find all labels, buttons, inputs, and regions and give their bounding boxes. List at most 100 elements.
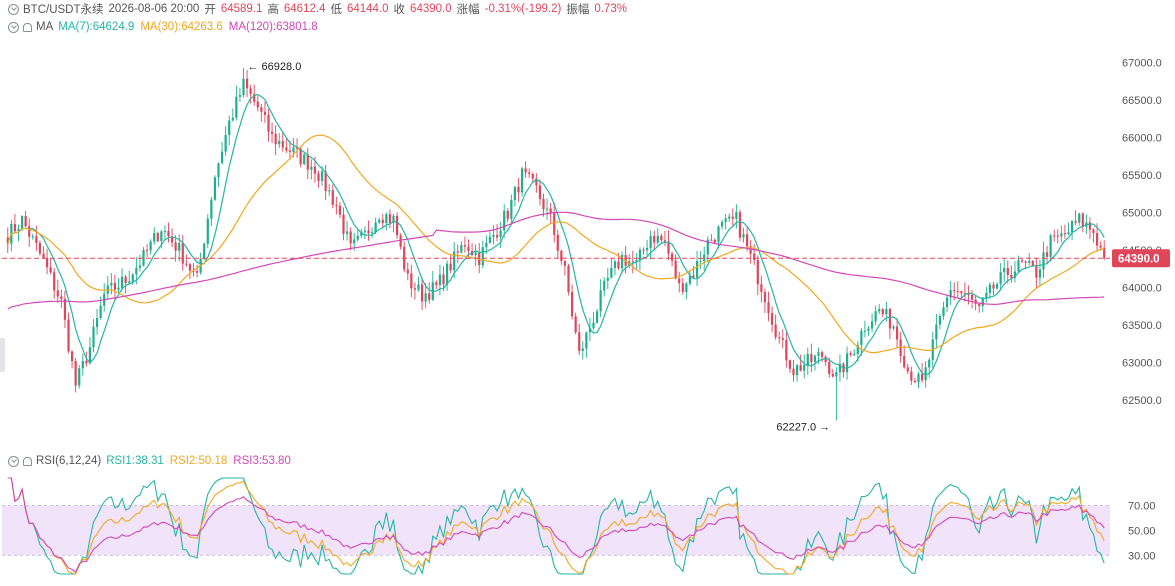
candle-body — [595, 311, 599, 323]
candle-body — [224, 135, 227, 152]
candle-body — [763, 291, 767, 303]
candle-body — [85, 360, 88, 364]
candle-body — [220, 151, 224, 164]
candle-body — [231, 117, 234, 121]
candle-body — [745, 234, 749, 247]
candle-body — [924, 367, 927, 381]
candle-body — [145, 249, 149, 251]
candle-body — [1031, 260, 1034, 266]
candle-body — [613, 261, 617, 268]
candle-body — [820, 352, 824, 357]
candle-body — [249, 88, 252, 94]
candle-body — [1099, 245, 1102, 248]
candle-body — [781, 338, 784, 340]
candle-body — [692, 275, 695, 278]
candle-body — [492, 235, 495, 237]
rsi1-line — [7, 477, 1105, 575]
candle-body — [788, 360, 792, 369]
candle-body — [749, 246, 752, 254]
candle-body — [45, 258, 49, 268]
min-price-annotation: 62227.0 → — [776, 421, 830, 433]
price-tick-label: 65000.0 — [1122, 208, 1162, 220]
chevron-down-icon[interactable] — [8, 3, 19, 15]
candle-body — [160, 231, 163, 242]
candle-body — [1103, 247, 1106, 259]
candle-body — [685, 283, 688, 292]
candle-body — [456, 251, 459, 253]
candle-body — [545, 208, 549, 210]
candle-body — [410, 273, 413, 289]
rsi-legend: RSI(6,12,24) RSI1:38.31 RSI2:50.18 RSI3:… — [8, 453, 297, 469]
price-tick-label: 67000.0 — [1122, 58, 1162, 70]
open-label: 开 — [204, 4, 216, 16]
candle-body — [699, 261, 702, 263]
candle-body — [428, 293, 431, 300]
candle-body — [467, 246, 470, 252]
candle-body — [42, 253, 45, 259]
candle-body — [892, 326, 895, 329]
bell-icon[interactable] — [23, 456, 32, 466]
candle-body — [585, 332, 588, 349]
candle-body — [349, 231, 352, 244]
candle-body — [1081, 213, 1084, 227]
candle-body — [1092, 229, 1095, 234]
candle-body — [738, 212, 742, 238]
candle-body — [256, 101, 259, 108]
bell-icon[interactable] — [23, 22, 32, 32]
candle-body — [853, 354, 856, 356]
candle-body — [985, 292, 988, 298]
candle-body — [367, 230, 370, 234]
candles — [6, 67, 1106, 421]
candle-body — [481, 247, 484, 266]
candle-body — [531, 174, 534, 179]
candle-body — [67, 319, 70, 352]
candle-body — [313, 166, 317, 174]
max-price-annotation: ← 66928.0 — [248, 61, 302, 73]
candle-body — [328, 190, 331, 192]
candle-body — [1063, 233, 1067, 235]
price-tick-label: 64000.0 — [1122, 283, 1162, 295]
candle-body — [317, 173, 320, 182]
candle-body — [599, 290, 602, 312]
price-tick-label: 65500.0 — [1122, 170, 1162, 182]
high-label: 高 — [267, 4, 279, 16]
candle-body — [713, 239, 717, 243]
candle-body — [681, 283, 684, 292]
drag-handle[interactable] — [0, 338, 5, 372]
candle-body — [706, 239, 709, 255]
rsi1-value: RSI1:38.31 — [106, 455, 164, 467]
candle-body — [949, 290, 952, 298]
candle-body — [678, 278, 681, 284]
candle-body — [717, 226, 720, 243]
candle-body — [563, 261, 567, 266]
candle-body — [181, 242, 184, 264]
candle-body — [17, 228, 20, 232]
candle-body — [517, 186, 520, 193]
candle-body — [863, 330, 867, 332]
candle-body — [1078, 213, 1081, 223]
candle-body — [474, 252, 477, 256]
candle-body — [535, 178, 538, 186]
candle-body — [28, 226, 31, 237]
candle-body — [1013, 271, 1017, 278]
candle-body — [163, 230, 167, 232]
candle-body — [174, 242, 177, 251]
candle-body — [449, 263, 452, 271]
chevron-down-icon[interactable] — [8, 21, 19, 33]
candle-body — [899, 339, 902, 357]
candle-body — [292, 147, 295, 152]
candle-body — [520, 168, 524, 193]
candle-body — [945, 297, 949, 308]
rsi-label: RSI(6,12,24) — [36, 455, 102, 467]
candle-body — [542, 198, 545, 210]
candle-body — [538, 185, 542, 199]
candle-body — [499, 230, 502, 238]
rsi-tick-label: 30.00 — [1128, 550, 1156, 562]
candle-body — [963, 293, 967, 295]
chevron-down-icon[interactable] — [8, 455, 19, 467]
candle-body — [642, 249, 645, 251]
candle-body — [603, 280, 606, 291]
close-value: 64390.0 — [410, 3, 452, 15]
candle-body — [978, 303, 981, 307]
